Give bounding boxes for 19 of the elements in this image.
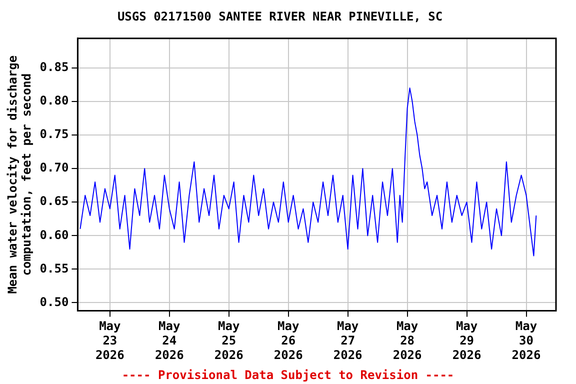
x-tick-label: May 30 2026 — [512, 319, 541, 362]
x-tick-label: May 28 2026 — [392, 319, 422, 362]
x-tick-label: May 26 2026 — [274, 319, 303, 362]
y-tick-label: 0.65 — [40, 194, 69, 208]
y-tick-label: 0.80 — [40, 94, 69, 108]
x-tick-label: May 25 2026 — [214, 319, 244, 362]
y-tick-label: 0.75 — [40, 127, 69, 142]
y-tick-label: 0.50 — [40, 294, 69, 309]
y-tick-label: 0.85 — [40, 60, 69, 74]
chart-title: USGS 02171500 SANTEE RIVER NEAR PINEVILLE, SC — [117, 9, 443, 24]
y-tick-label: 0.60 — [40, 228, 69, 242]
x-tick-label: May 27 2026 — [333, 319, 362, 362]
text: ---- Provisional Data Subject to Revision ---- — [122, 368, 454, 382]
y-tick-label: 0.55 — [40, 261, 69, 276]
x-tick-label: May 24 2026 — [154, 319, 184, 362]
x-tick-label: May 29 2026 — [452, 319, 482, 362]
y-tick-label: 0.70 — [40, 160, 69, 175]
x-tick-label: May 23 2026 — [95, 319, 124, 362]
y-axis-title: Mean water velocity for discharge computation, feet per second — [5, 55, 34, 294]
